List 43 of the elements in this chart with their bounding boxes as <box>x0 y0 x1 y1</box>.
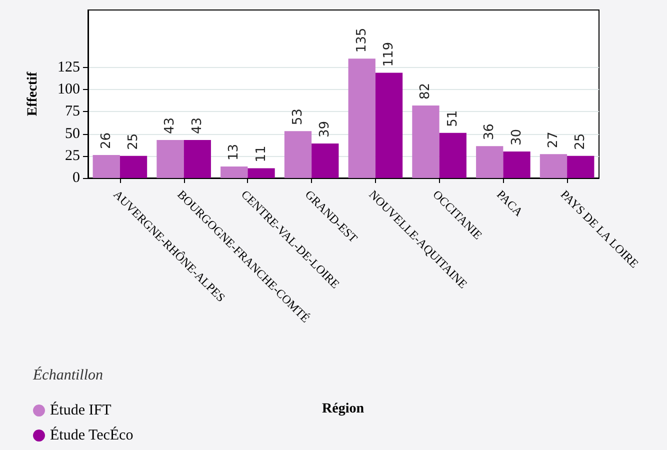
text: Région <box>322 402 364 416</box>
data-label: 43 <box>162 117 178 134</box>
bar <box>220 166 248 178</box>
data-label: 135 <box>354 28 370 53</box>
y-tick-label: 75 <box>65 104 80 120</box>
bar <box>476 146 504 178</box>
y-tick-label: 100 <box>58 82 80 98</box>
legend-label: Étude TecÉco <box>50 426 134 444</box>
data-label: 30 <box>509 128 524 146</box>
bar <box>375 72 403 178</box>
bar <box>412 105 440 178</box>
data-label: 82 <box>418 82 434 100</box>
y-tick-label: 50 <box>65 126 80 142</box>
y-tick-label: 0 <box>72 170 80 186</box>
data-label: 25 <box>126 133 142 150</box>
y-tick-label: 25 <box>65 148 80 164</box>
data-label: 53 <box>290 108 306 126</box>
data-label: 39 <box>318 120 333 138</box>
bar <box>284 131 312 178</box>
data-label: 36 <box>482 124 498 140</box>
bar <box>503 151 530 178</box>
bar <box>248 168 275 178</box>
y-axis-title: Effectif <box>26 72 40 116</box>
y-tick-label: 125 <box>58 59 80 76</box>
bar <box>120 156 148 178</box>
bar <box>184 140 211 178</box>
bar <box>312 144 339 178</box>
data-label: 51 <box>445 110 460 127</box>
data-label: 119 <box>382 42 397 67</box>
data-label: 13 <box>226 144 242 161</box>
data-label: 11 <box>254 146 269 162</box>
data-label: 43 <box>190 117 205 134</box>
data-label: 27 <box>546 132 561 148</box>
legend-title: Échantillon <box>32 366 103 384</box>
bar <box>92 155 120 178</box>
bar <box>156 140 184 178</box>
data-label: 25 <box>573 133 588 150</box>
bar <box>567 156 594 178</box>
data-label: 26 <box>98 132 114 150</box>
bar <box>439 132 466 178</box>
bar <box>348 58 376 178</box>
legend-label: Étude IFT <box>50 402 112 418</box>
bar <box>540 154 568 178</box>
